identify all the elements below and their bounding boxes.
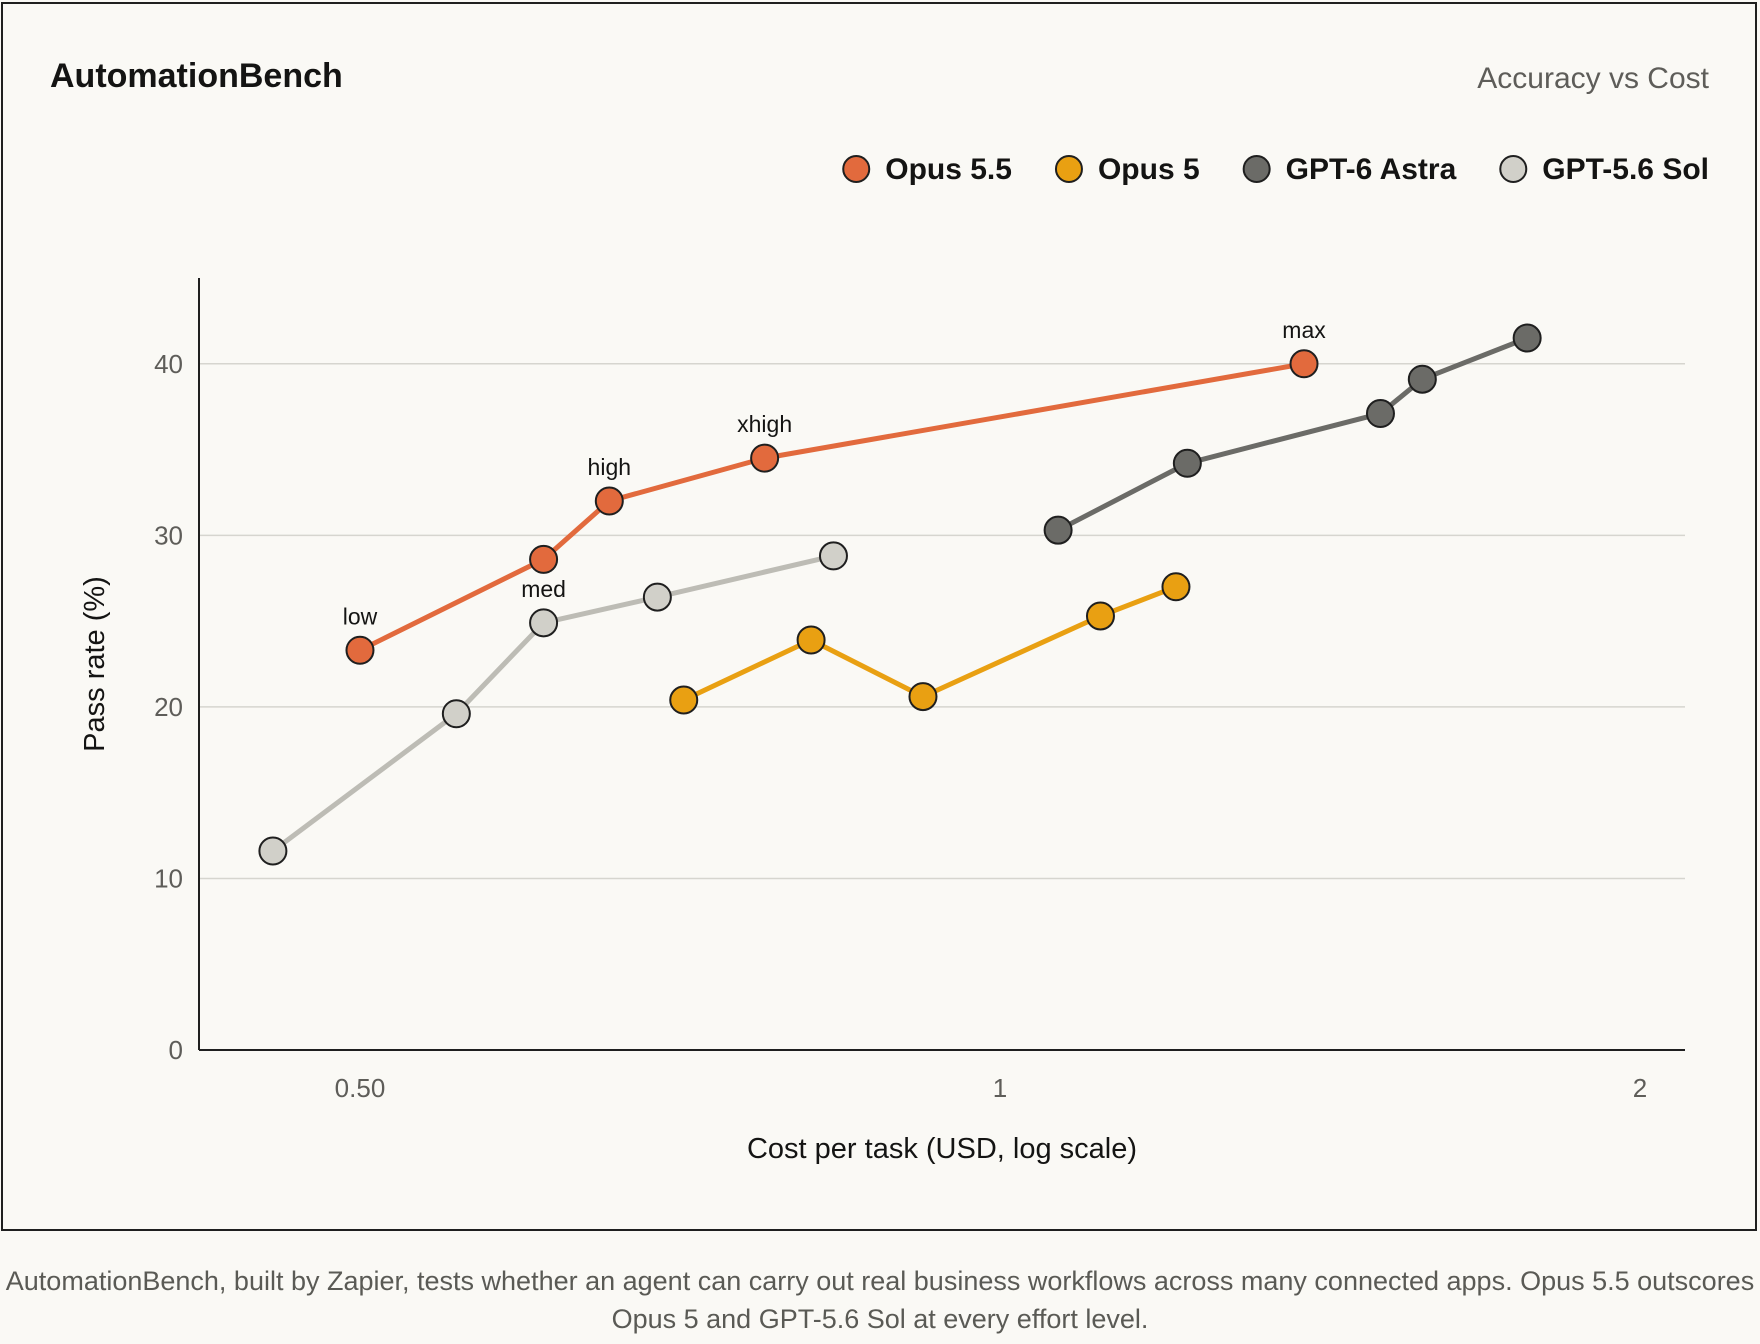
data-point-opus-5-5 [594,486,624,516]
data-point-gpt-5-6-sol [529,608,559,638]
y-tick-label: 30 [154,520,183,550]
data-point-gpt-6-astra [1512,323,1542,353]
chart-caption: AutomationBench, built by Zapier, tests … [5,1266,1755,1334]
data-point-opus-5 [796,625,826,655]
legend-item-gpt-5-6-sol: GPT-5.6 Sol [1499,153,1709,186]
x-axis-ticks: 0.50 1 2 [335,1073,1648,1103]
data-point-gpt-5-6-sol [642,582,672,612]
data-point-gpt-6-astra [1407,364,1437,394]
series-gpt-6-astra [1043,323,1542,545]
data-point-opus-5-5 [1289,349,1319,379]
data-point-opus-5 [1161,572,1191,602]
point-label-low: low [343,603,378,629]
chart-subtitle: Accuracy vs Cost [1477,62,1709,95]
y-tick-label: 0 [169,1035,183,1065]
legend-label-gpt-5-6-sol: GPT-5.6 Sol [1542,153,1709,186]
x-axis-label: Cost per task (USD, log scale) [747,1133,1137,1165]
point-label-xhigh: xhigh [737,411,792,437]
legend-label-gpt-6-astra: GPT-6 Astra [1286,153,1457,186]
y-axis-ticks: 0 10 20 30 40 [154,349,183,1065]
legend-marker-opus-5-5 [842,155,871,183]
data-point-opus-5 [669,685,699,715]
data-point-gpt-6-astra [1043,515,1073,545]
legend-item-opus-5-5: Opus 5.5 [842,153,1012,186]
data-point-opus-5-5 [750,443,780,473]
y-axis-label: Pass rate (%) [79,576,111,752]
data-point-opus-5-5 [529,544,559,574]
chart-title: AutomationBench [50,57,343,95]
legend-label-opus-5-5: Opus 5.5 [885,153,1012,186]
data-point-gpt-5-6-sol [258,836,288,866]
series-opus-5 [669,572,1191,715]
data-point-gpt-5-6-sol [818,541,848,571]
legend-marker-gpt-6-astra [1242,155,1271,183]
y-tick-label: 10 [154,863,183,893]
y-tick-label: 20 [154,692,183,722]
data-point-opus-5 [1085,601,1115,631]
series-gpt-5-6-sol: med [258,541,848,866]
series-line-opus-5-5 [357,361,1307,653]
legend-marker-opus-5 [1054,155,1083,183]
legend-item-opus-5: Opus 5 [1054,153,1200,186]
legend-item-gpt-6-astra: GPT-6 Astra [1242,153,1457,186]
point-label-med: med [521,576,566,602]
data-point-opus-5 [908,682,938,712]
data-point-opus-5-5 [345,635,375,665]
axes [198,278,1685,1051]
data-point-gpt-5-6-sol [441,699,471,729]
series-opus-5-5: low high xhigh max [343,317,1326,665]
data-point-gpt-6-astra [1172,448,1202,478]
y-tick-label: 40 [154,349,183,379]
chart: AutomationBench Accuracy vs Cost Opus 5.… [50,57,1710,1165]
chart-panel [1,2,1757,1231]
x-tick-label: 1 [993,1073,1007,1103]
point-label-high: high [588,454,631,480]
x-tick-label: 2 [1633,1073,1647,1103]
series-layer: med low high xhigh max [258,317,1542,866]
point-label-max: max [1282,317,1326,343]
legend-marker-gpt-5-6-sol [1499,155,1528,183]
x-tick-label: 0.50 [335,1073,386,1103]
legend: Opus 5.5 Opus 5 GPT-6 Astra GPT-5.6 Sol [842,153,1709,186]
data-point-gpt-6-astra [1365,399,1395,429]
legend-label-opus-5: Opus 5 [1098,153,1200,186]
